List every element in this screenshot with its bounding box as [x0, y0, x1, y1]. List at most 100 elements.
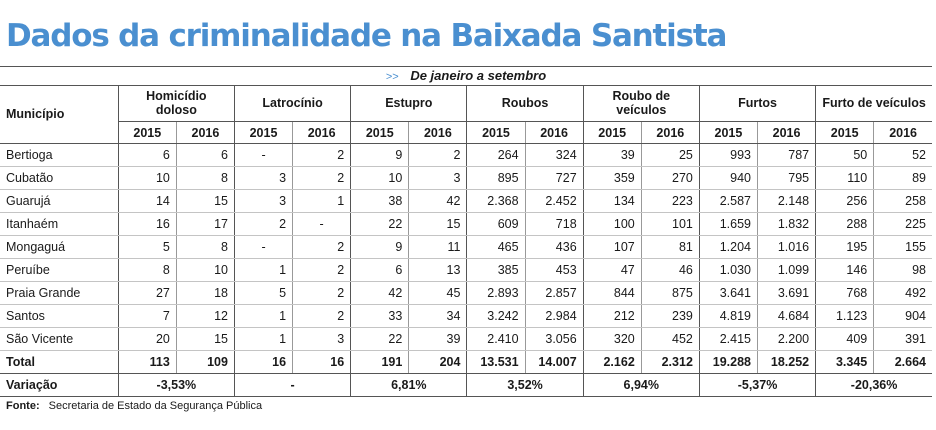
table-cell: 3 — [233, 166, 293, 190]
table-cell: 391 — [873, 327, 932, 351]
table-cell: 13 — [408, 258, 467, 282]
column-group-header: Furto de veículos — [815, 85, 932, 122]
table-cell: 52 — [873, 143, 932, 167]
municipio-name: Santos — [0, 304, 119, 328]
table-cell: 453 — [524, 258, 584, 282]
table-cell: 5 — [117, 235, 177, 259]
period-label: De janeiro a setembro — [410, 68, 547, 83]
variation-cell: -5,37% — [698, 373, 816, 397]
table-cell: 1.659 — [698, 212, 758, 236]
table-cell: 436 — [524, 235, 584, 259]
table-cell: 1 — [292, 189, 351, 213]
page-title: Dados da criminalidade na Baixada Santis… — [6, 18, 727, 54]
table-cell: 15 — [408, 212, 467, 236]
total-cell: 16 — [233, 350, 293, 374]
header-row-years: 2015 2016 2015 2016 2015 2016 2015 2016 2015… — [0, 121, 932, 144]
table-cell: 4.684 — [756, 304, 816, 328]
table-cell: 6 — [350, 258, 409, 282]
table-cell: 18 — [175, 281, 235, 305]
year-header: 2016 — [524, 121, 584, 144]
table-cell: 225 — [873, 212, 932, 236]
table-cell: 101 — [640, 212, 700, 236]
table-cell: 107 — [582, 235, 642, 259]
table-cell: 324 — [524, 143, 584, 167]
table-cell: 2.984 — [524, 304, 584, 328]
variation-cell: 6,81% — [350, 373, 467, 397]
source-label: Fonte: — [6, 400, 40, 412]
table-cell: 39 — [582, 143, 642, 167]
table-cell: 15 — [175, 327, 235, 351]
column-group-header: Estupro — [350, 85, 467, 122]
table-cell: 492 — [873, 281, 932, 305]
municipio-name: São Vicente — [0, 327, 119, 351]
total-cell: 2.312 — [640, 350, 700, 374]
total-cell: 2.162 — [582, 350, 642, 374]
year-header: 2015 — [466, 121, 526, 144]
year-header: 2015 — [233, 121, 293, 144]
table-cell: 2.200 — [756, 327, 816, 351]
table-cell: 2 — [233, 212, 293, 236]
table-cell: 7 — [117, 304, 177, 328]
table-cell: 223 — [640, 189, 700, 213]
table-cell: 22 — [350, 212, 409, 236]
variation-cell: 3,52% — [466, 373, 584, 397]
table-cell: 27 — [117, 281, 177, 305]
total-cell: 3.345 — [815, 350, 874, 374]
table-cell: 46 — [640, 258, 700, 282]
table-cell: 155 — [873, 235, 932, 259]
table-cell: 8 — [117, 258, 177, 282]
column-header-municipio: Município — [0, 85, 119, 144]
table-cell: 1.204 — [698, 235, 758, 259]
total-cell: 2.664 — [873, 350, 932, 374]
table-cell: 134 — [582, 189, 642, 213]
table-cell: 3 — [292, 327, 351, 351]
table-cell: 2.893 — [466, 281, 526, 305]
table-cell: 195 — [815, 235, 874, 259]
year-header: 2016 — [640, 121, 700, 144]
total-cell: 191 — [350, 350, 409, 374]
table-cell: 47 — [582, 258, 642, 282]
table-cell: 452 — [640, 327, 700, 351]
table-cell: 1.030 — [698, 258, 758, 282]
table-cell: 3.242 — [466, 304, 526, 328]
table-row: Peruíbe 8 10 1 2 6 13 385 453 47 46 1.030 1.099 146 98 — [0, 258, 932, 282]
table-cell: 42 — [350, 281, 409, 305]
table-cell: - — [292, 212, 351, 236]
table-cell: 359 — [582, 166, 642, 190]
total-row: Total 113 109 16 16 191 204 13.531 14.007 2.162 2.… — [0, 350, 932, 374]
table-cell: 875 — [640, 281, 700, 305]
table-cell: 768 — [815, 281, 874, 305]
table-cell: 895 — [466, 166, 526, 190]
table-cell: 2.587 — [698, 189, 758, 213]
table-cell: 45 — [408, 281, 467, 305]
table-cell: 9 — [350, 143, 409, 167]
table-cell: 6 — [117, 143, 177, 167]
table-cell: 727 — [524, 166, 584, 190]
source-text: Secretaria de Estado da Segurança Públic… — [48, 400, 263, 412]
table-cell: 33 — [350, 304, 409, 328]
table-cell: 1.832 — [756, 212, 816, 236]
municipio-name: Mongaguá — [0, 235, 119, 259]
table-cell: 2.148 — [756, 189, 816, 213]
table-cell: 1 — [233, 258, 293, 282]
year-header: 2015 — [350, 121, 409, 144]
table-cell: 2 — [292, 281, 351, 305]
table-cell: 22 — [350, 327, 409, 351]
column-group-header: Furtos — [698, 85, 816, 122]
table-cell: 11 — [408, 235, 467, 259]
table-row: Mongaguá 5 8-2 9 11 465 436 107 81 1.204 1.016 195 1… — [0, 235, 932, 259]
total-cell: 113 — [117, 350, 177, 374]
table-cell: 8 — [175, 166, 235, 190]
table-cell: 3 — [233, 189, 293, 213]
total-cell: 16 — [292, 350, 351, 374]
table-cell: 2.410 — [466, 327, 526, 351]
column-group-header: Roubos — [466, 85, 584, 122]
table-cell: 212 — [582, 304, 642, 328]
variation-row: Variação -3,53% -6,81% 3,52% 6,94% -5,37% -20,… — [0, 373, 932, 397]
table-cell: 718 — [524, 212, 584, 236]
column-group-header: Latrocínio — [233, 85, 351, 122]
table-cell: 288 — [815, 212, 874, 236]
total-cell: 14.007 — [524, 350, 584, 374]
table-cell: 98 — [873, 258, 932, 282]
table-cell: 25 — [640, 143, 700, 167]
